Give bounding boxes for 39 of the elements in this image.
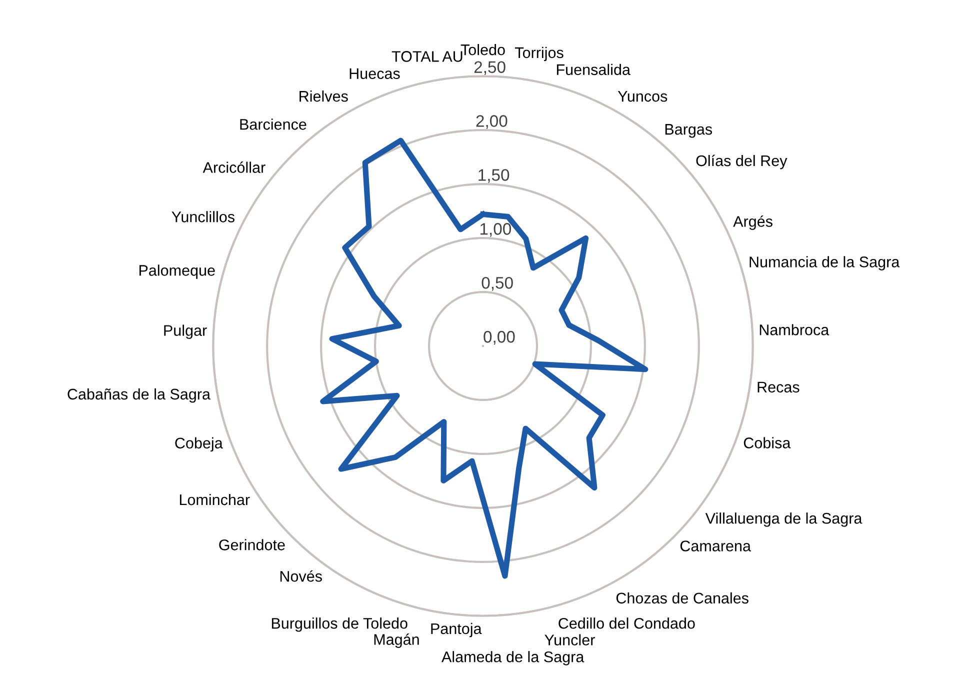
spoke-label: Torrijos (515, 46, 564, 62)
spoke-label: Cedillo del Condado (558, 618, 695, 629)
spoke-label: Camarena (680, 540, 751, 552)
spoke-label: Numancia de la Sagra (750, 256, 900, 270)
spoke-label: Arcicóllar (202, 162, 266, 173)
spoke-label: Chozas de Canales (616, 592, 748, 604)
y-tick-label: 0,00 (484, 330, 515, 345)
spoke-label: Alameda de la Sagra (442, 651, 584, 666)
spoke-label: Pantoja (431, 622, 482, 638)
spoke-label: Toledo (460, 44, 505, 56)
spoke-label: Novés (280, 570, 322, 582)
spoke-label: Yunclillos (172, 211, 234, 222)
y-tick-label: 1,50 (478, 169, 510, 183)
y-tick-label: 2,50 (474, 61, 506, 75)
spoke-label: Cabañas de la Sagra (68, 388, 210, 403)
spoke-label: Villaluenga de la Sagra (705, 512, 862, 527)
spoke-label: Lominchar (180, 494, 250, 506)
spoke-label: Palomeque (139, 264, 215, 279)
spoke-label: Bargas (665, 124, 712, 138)
spoke-label: Magán (374, 634, 419, 648)
spoke-label: Yuncler (544, 634, 595, 646)
spoke-label: Rielves (300, 90, 348, 102)
spoke-label: Yuncos (618, 91, 668, 102)
spoke-label: Cobeja (175, 437, 223, 452)
spoke-label: Recas (758, 382, 800, 393)
spoke-label: TOTAL AU (392, 51, 462, 62)
spoke-label: Cobisa (744, 437, 791, 448)
spoke-label: Barcience (240, 118, 306, 130)
spoke-label: Gerindote (219, 539, 285, 550)
spoke-label: Huecas (350, 68, 400, 80)
spoke-label: Fuensalida (556, 64, 630, 76)
y-tick-label: 2,00 (476, 115, 508, 129)
spoke-label: Nambroca (760, 324, 830, 336)
spoke-label: Burguillos de Toledo (272, 618, 408, 632)
y-tick-label: 1,00 (480, 223, 512, 237)
spoke-label: Pulgar (164, 324, 207, 339)
y-tick-label: 0,50 (482, 276, 513, 291)
spoke-label: Olías del Rey (696, 154, 788, 170)
spoke-label: Argés (733, 215, 772, 230)
